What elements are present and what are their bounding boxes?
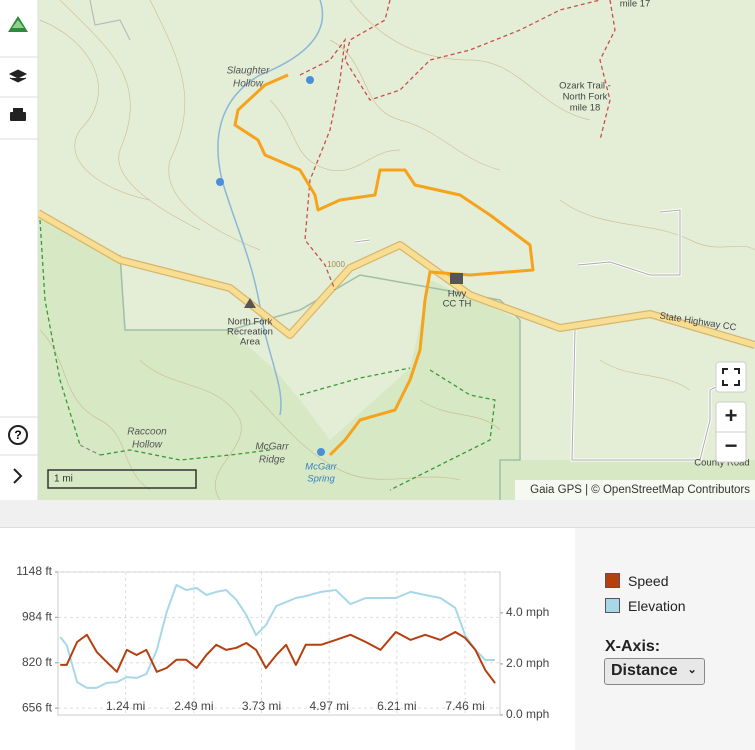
logo-detail	[12, 20, 24, 28]
forest-area	[38, 215, 755, 500]
series-line	[60, 631, 496, 684]
print-button[interactable]	[10, 112, 26, 121]
layers-button[interactable]	[8, 69, 28, 83]
map-label: mile 18	[570, 103, 601, 114]
chart: 656 ft 820 ft 984 ft 1148 ft 0.0 mph 2.0 mph 4…	[16, 564, 549, 721]
map-label: Hwy	[448, 289, 467, 300]
x-axis-label: X-Axis:	[605, 638, 661, 655]
plot-area	[57, 571, 501, 716]
boundary-trail	[39, 219, 496, 491]
minor-road	[89, 0, 131, 41]
map-label: North Fork	[228, 317, 273, 328]
map-label: Area	[240, 337, 261, 348]
legend-label: Speed	[628, 572, 669, 589]
x-axis-select[interactable]: Distance ⌄	[604, 658, 705, 685]
map-label: mile 17	[620, 0, 651, 10]
legend-label: Elevation	[628, 597, 686, 614]
trail	[79, 444, 101, 456]
boundary	[119, 254, 521, 331]
help-icon: ?	[14, 428, 21, 442]
legend-swatch	[605, 573, 620, 588]
y2-tick-label: 4.0 mph	[506, 605, 549, 619]
fullscreen-icon	[722, 368, 740, 386]
dropdown-arrow: ⌄	[687, 664, 697, 676]
panel-divider	[0, 500, 755, 528]
map-label: 1000	[327, 260, 345, 269]
y2-tick-label: 2.0 mph	[506, 656, 549, 670]
minor-road	[354, 209, 731, 461]
zoom-in[interactable]: +	[725, 403, 738, 428]
legend-swatch	[605, 598, 620, 613]
map-label: Recreation	[227, 327, 273, 338]
map-label: Slaughter	[227, 66, 270, 77]
map-label: CC TH	[443, 299, 472, 310]
legend-panel: Speed Elevation X-Axis: Distance ⌄	[575, 528, 755, 750]
map-label: Ozark Trail -	[559, 81, 611, 92]
map-label: Raccoon	[127, 427, 167, 438]
map-label: McGarr	[255, 442, 289, 453]
attribution-bg	[515, 480, 755, 500]
expand-button[interactable]	[13, 468, 23, 484]
y-tick-label: 820 ft	[22, 655, 53, 669]
y-tick-label: 1148 ft	[16, 564, 52, 578]
map-label: Hollow	[132, 440, 163, 451]
scale-bar	[47, 469, 197, 489]
zoom-out[interactable]: −	[725, 433, 738, 458]
scale-label: 1 mi	[54, 474, 73, 485]
attribution: Gaia GPS | © OpenStreetMap Contributors	[530, 484, 750, 496]
track	[233, 73, 535, 457]
trail	[299, 0, 616, 291]
boundary	[499, 320, 521, 500]
map-label: County Road	[694, 458, 749, 469]
map-label: McGarr	[305, 462, 338, 473]
fullscreen-button[interactable]	[715, 361, 747, 393]
y2-tick-label: 0.0 mph	[506, 707, 549, 721]
poi-icons	[216, 76, 463, 456]
help-button[interactable]	[8, 425, 28, 445]
map-label: Ridge	[259, 455, 286, 466]
print-icon	[13, 108, 23, 113]
x-axis-option: Distance	[611, 662, 678, 679]
series-line	[59, 584, 496, 689]
legend-item[interactable]: Elevation	[605, 593, 686, 618]
map[interactable]: Slaughter Hollow Ozark Trail - North For…	[0, 0, 755, 500]
map-label: Hollow	[233, 79, 264, 90]
y-tick-label: 984 ft	[22, 610, 53, 624]
highway	[36, 210, 755, 348]
y-tick-label: 656 ft	[22, 700, 53, 714]
map-label: Spring	[307, 474, 335, 485]
legend: Speed Elevation	[605, 568, 686, 618]
legend-item[interactable]: Speed	[605, 568, 686, 593]
map-label: North Fork	[563, 92, 608, 103]
